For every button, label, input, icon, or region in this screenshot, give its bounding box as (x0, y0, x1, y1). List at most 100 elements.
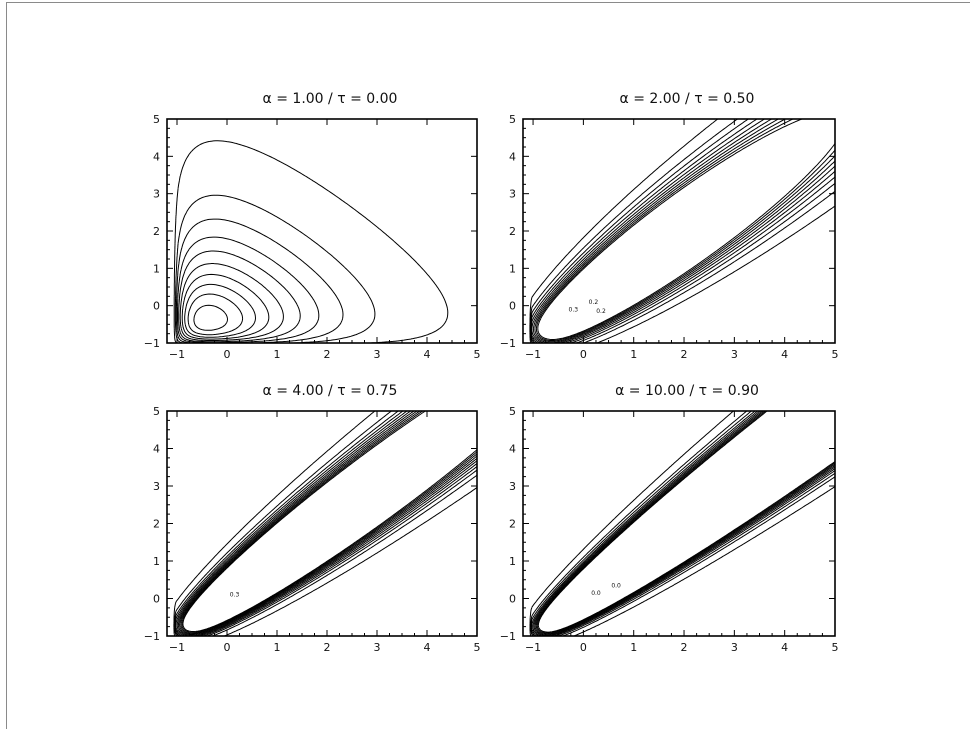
y-tick-label: 1 (153, 262, 160, 275)
contour-line (173, 140, 449, 343)
y-tick-label: −1 (144, 337, 160, 350)
axes-frame (522, 410, 836, 637)
y-tick-label: 5 (509, 405, 516, 418)
contour-line (181, 411, 477, 633)
contour-label: 0.3 (569, 306, 579, 313)
contour-line (531, 119, 835, 343)
contour-group (529, 119, 835, 343)
panel-title: α = 1.00 / τ = 0.00 (263, 91, 398, 107)
x-tick-label: 3 (731, 348, 738, 361)
contour-line (174, 411, 477, 636)
contour-line (535, 411, 835, 635)
x-tick-label: 1 (274, 641, 281, 654)
contour-line (178, 250, 301, 343)
contour-line (532, 411, 835, 636)
contour-line (531, 119, 835, 343)
contour-line (184, 283, 256, 338)
contour-group (529, 411, 835, 636)
y-tick-label: 4 (153, 150, 160, 163)
y-tick-label: 0 (509, 593, 516, 606)
contour-line (174, 411, 477, 636)
y-tick-label: 3 (509, 480, 516, 493)
y-tick-label: 1 (509, 262, 516, 275)
x-tick-label: 0 (224, 348, 231, 361)
x-tick-label: 1 (630, 641, 637, 654)
contour-line (530, 411, 835, 636)
contour-line (534, 119, 835, 343)
x-tick-label: −1 (525, 641, 541, 654)
contour-line (530, 411, 835, 636)
contour-line (175, 218, 344, 343)
contour-line (534, 411, 835, 635)
x-tick-label: 3 (374, 348, 381, 361)
y-tick-label: 3 (153, 188, 160, 201)
panel-title: α = 10.00 / τ = 0.90 (615, 383, 759, 399)
y-tick-label: 0 (153, 593, 160, 606)
contour-label: 0.3 (230, 592, 240, 599)
y-tick-label: −1 (500, 630, 516, 643)
x-tick-label: 1 (274, 348, 281, 361)
y-tick-label: 2 (509, 225, 516, 238)
contour-line (174, 194, 376, 343)
y-tick-label: 4 (153, 443, 160, 456)
x-tick-label: −1 (169, 348, 185, 361)
x-tick-label: 4 (781, 641, 788, 654)
contour-label: 0.2 (589, 299, 599, 306)
figure-frame (6, 2, 970, 729)
panel-title: α = 4.00 / τ = 0.75 (263, 383, 398, 399)
y-tick-label: 0 (509, 300, 516, 313)
contour-label: 0.0 (591, 590, 601, 597)
contour-group (173, 411, 477, 636)
contour-line (179, 411, 477, 635)
contour-line (180, 411, 477, 634)
chart-panel: α = 4.00 / τ = 0.75 −1 0 1 2 3 4 5 −1 0 1 2 3 4 5 0.3 (144, 383, 481, 654)
x-tick-label: −1 (169, 641, 185, 654)
contour-line (531, 411, 835, 636)
y-tick-label: −1 (500, 337, 516, 350)
axes-frame (166, 118, 478, 344)
x-tick-label: 5 (832, 641, 839, 654)
y-tick-label: 1 (509, 555, 516, 568)
y-tick-label: 2 (509, 518, 516, 531)
contour-line (179, 263, 284, 341)
contour-line (532, 119, 835, 343)
x-tick-label: 3 (731, 641, 738, 654)
x-tick-label: 3 (374, 641, 381, 654)
chart-panel: α = 2.00 / τ = 0.50 −1 0 1 2 3 4 5 −1 0 1 2 3 4 5 0.3 0.… (500, 91, 839, 361)
y-tick-label: 4 (509, 443, 516, 456)
contour-line (181, 273, 270, 340)
contour-line (187, 293, 244, 336)
contour-line (193, 304, 228, 331)
contour-label: 0.2 (596, 308, 606, 315)
panel-title: α = 2.00 / τ = 0.50 (620, 91, 755, 107)
y-tick-label: 5 (509, 113, 516, 126)
x-tick-label: 2 (681, 641, 688, 654)
x-tick-label: 2 (324, 348, 331, 361)
x-tick-label: 4 (781, 348, 788, 361)
contour-line (529, 119, 835, 343)
contour-line (173, 411, 477, 636)
y-tick-label: 0 (153, 300, 160, 313)
x-tick-label: 5 (474, 348, 481, 361)
x-tick-label: 5 (474, 641, 481, 654)
y-tick-label: 3 (509, 188, 516, 201)
x-tick-label: 0 (580, 641, 587, 654)
contour-label: 0.0 (611, 582, 621, 589)
chart-panel: α = 1.00 / τ = 0.00 −1 0 1 2 3 4 5 −1 0 1 2 3 4 5 (144, 91, 481, 361)
contour-line (174, 411, 477, 636)
contour-line (177, 411, 477, 636)
x-tick-label: 0 (224, 641, 231, 654)
contour-line (529, 411, 835, 636)
x-tick-label: 5 (832, 348, 839, 361)
contour-line (182, 411, 477, 632)
y-tick-label: 3 (153, 480, 160, 493)
x-tick-label: 0 (580, 348, 587, 361)
contour-line (536, 411, 835, 634)
y-tick-label: 4 (509, 150, 516, 163)
contour-line (533, 411, 835, 636)
contour-line (175, 411, 477, 636)
y-tick-label: 1 (153, 555, 160, 568)
y-tick-label: 5 (153, 113, 160, 126)
x-tick-label: 4 (424, 641, 431, 654)
y-tick-label: 2 (153, 518, 160, 531)
